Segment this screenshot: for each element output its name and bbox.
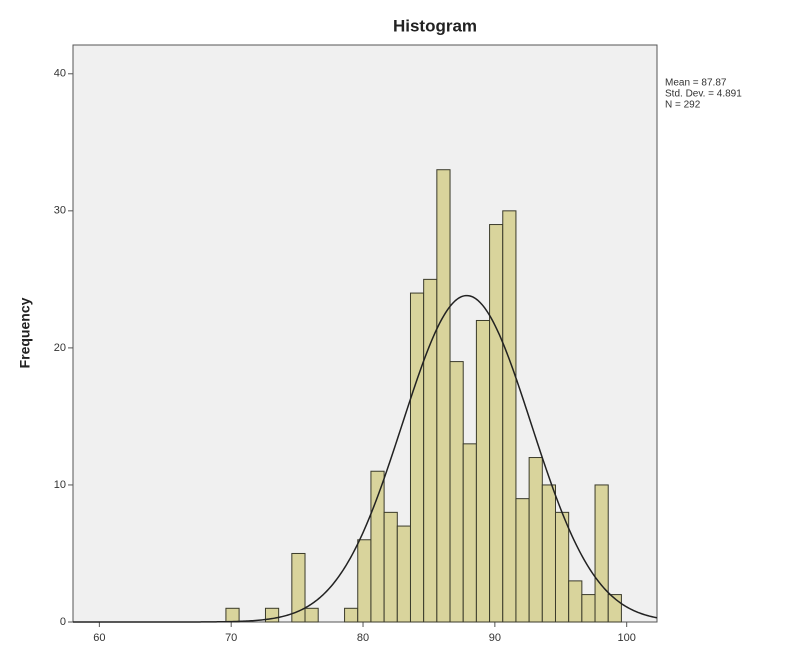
bar: [357, 539, 372, 623]
y-axis-label: Frequency: [17, 297, 33, 368]
chart-title: Histogram: [393, 16, 477, 35]
bar: [225, 607, 240, 623]
stat-label: Std. Dev. = 4.891: [665, 89, 742, 100]
bar: [475, 319, 491, 623]
bar: [291, 552, 306, 623]
y-tick-label: 0: [60, 616, 66, 628]
bar: [462, 443, 477, 623]
bar: [436, 169, 451, 623]
bar: [515, 498, 530, 623]
x-tick-label: 100: [617, 632, 635, 644]
y-tick-label: 20: [54, 342, 66, 354]
x-tick-label: 60: [93, 632, 105, 644]
y-tick-label: 40: [54, 68, 66, 80]
normal-curve: [73, 294, 658, 623]
bar: [304, 607, 319, 623]
x-tick-label: 80: [357, 632, 369, 644]
bar: [554, 511, 570, 623]
bar: [568, 580, 583, 623]
bar: [449, 361, 464, 623]
bar: [502, 210, 517, 623]
y-tick-label: 30: [54, 205, 66, 217]
plot-area: [72, 44, 658, 623]
bar: [489, 224, 504, 623]
bar: [594, 484, 609, 623]
bar: [344, 607, 359, 623]
x-tick-label: 70: [225, 632, 237, 644]
x-tick-label: 90: [489, 632, 501, 644]
bar: [383, 511, 398, 623]
stat-label: Mean = 87.87: [665, 78, 727, 89]
bar: [528, 457, 543, 623]
bar: [396, 525, 411, 623]
stat-label: N = 292: [665, 100, 701, 111]
y-tick-label: 10: [54, 479, 66, 491]
bar: [409, 292, 425, 623]
bar: [581, 594, 596, 623]
bar: [541, 484, 556, 623]
bar: [423, 278, 438, 623]
bar: [370, 470, 385, 623]
